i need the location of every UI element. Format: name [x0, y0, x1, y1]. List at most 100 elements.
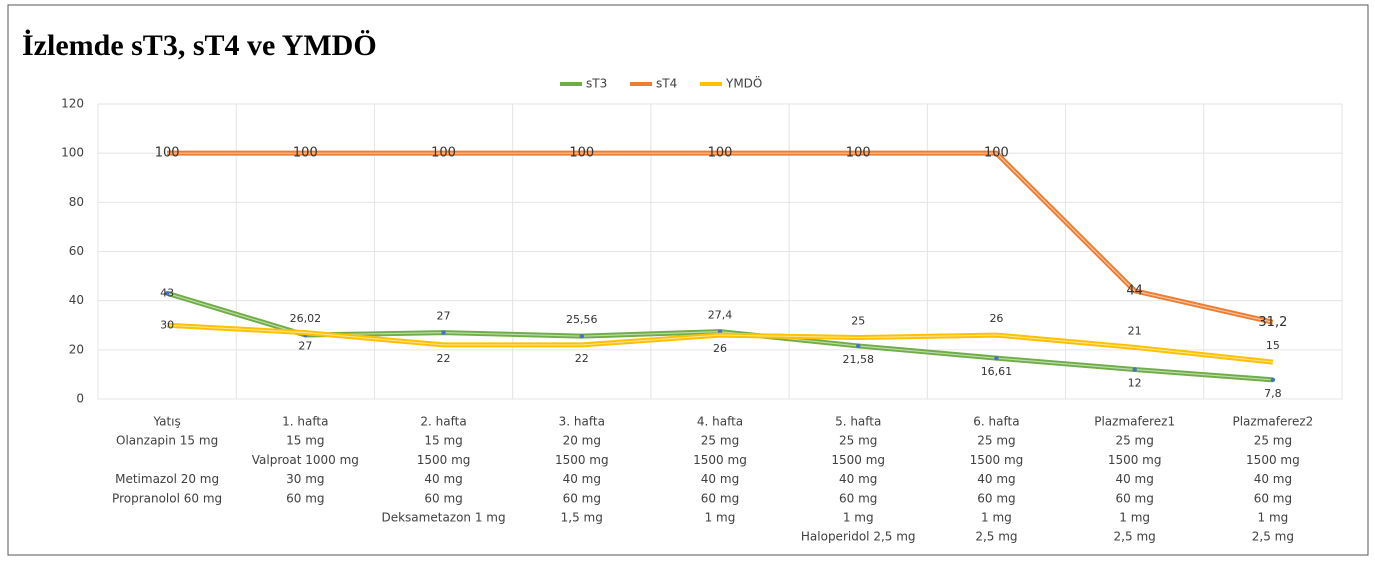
x-tick-label: 1500 mg	[1108, 453, 1162, 467]
x-tick-label: 60 mg	[286, 491, 324, 505]
data-label: 100	[155, 146, 180, 161]
data-label: 21,58	[842, 353, 874, 366]
x-tick-label: 60 mg	[1115, 491, 1153, 505]
x-tick-label: 1,5 mg	[561, 511, 603, 525]
x-tick-label: 2,5 mg	[1114, 530, 1156, 544]
data-label: 31,2	[1258, 315, 1287, 330]
x-tick-label: Propranolol 60 mg	[112, 491, 222, 505]
x-tick-label: 4. hafta	[697, 415, 743, 429]
x-tick-label: 60 mg	[424, 491, 462, 505]
x-tick-label: 60 mg	[977, 491, 1015, 505]
x-tick-label: 40 mg	[1115, 472, 1153, 486]
x-tick-label: 1 mg	[981, 511, 1012, 525]
data-label: 27	[437, 310, 451, 323]
x-tick-label: 1 mg	[1258, 511, 1289, 525]
x-tick-label: 40 mg	[839, 472, 877, 486]
y-tick-label: 60	[69, 244, 84, 258]
data-label: 44	[1126, 283, 1143, 298]
marker	[579, 333, 584, 339]
legend-label: YMDÖ	[725, 75, 762, 91]
x-tick-label: 60 mg	[839, 491, 877, 505]
data-label: 26	[989, 312, 1003, 325]
y-tick-label: 100	[61, 146, 84, 160]
data-label: 100	[708, 146, 733, 161]
marker	[441, 330, 446, 335]
x-tick-label: 2,5 mg	[975, 530, 1017, 544]
data-label: 25	[851, 315, 865, 328]
data-label: 22	[575, 352, 589, 365]
x-tick-label: 25 mg	[839, 434, 877, 448]
x-tick-label: 1500 mg	[555, 453, 609, 467]
data-label: 27,4	[708, 309, 733, 322]
x-tick-label: 6. hafta	[973, 415, 1019, 429]
x-tick-label: 40 mg	[1254, 472, 1292, 486]
data-label: 100	[431, 146, 456, 161]
x-tick-label: 1500 mg	[693, 453, 747, 467]
x-tick-label: 1500 mg	[970, 453, 1024, 467]
x-tick-label: 1 mg	[843, 511, 874, 525]
data-label: 100	[984, 146, 1009, 161]
data-label: 27	[298, 340, 312, 353]
x-tick-label: 40 mg	[563, 472, 601, 486]
legend-label: sT3	[586, 77, 607, 91]
frame	[7, 4, 1369, 556]
marker	[1270, 377, 1276, 383]
data-label: 100	[569, 146, 594, 161]
y-tick-label: 80	[69, 195, 84, 209]
x-tick-label: 60 mg	[1254, 491, 1292, 505]
series-line-inner	[167, 152, 1274, 323]
x-tick-label: 40 mg	[701, 472, 739, 486]
x-tick-label: 1500 mg	[1246, 453, 1300, 467]
marker	[164, 291, 170, 296]
x-tick-label: Plazmaferez1	[1094, 415, 1175, 429]
data-label: 22	[437, 352, 451, 365]
data-label: 7,8	[1264, 387, 1282, 400]
marker	[856, 343, 861, 349]
x-tick-label: 1500 mg	[831, 453, 885, 467]
x-tick-label: 25 mg	[701, 434, 739, 448]
x-tick-label: 25 mg	[1115, 434, 1153, 448]
legend-label: sT4	[656, 77, 677, 91]
x-tick-label: 20 mg	[563, 434, 601, 448]
x-tick-label: 1 mg	[705, 511, 736, 525]
data-label: 100	[293, 146, 318, 161]
data-label: 26	[713, 342, 727, 355]
x-tick-label: Plazmaferez2	[1232, 415, 1313, 429]
x-tick-label: Haloperidol 2,5 mg	[801, 530, 916, 544]
x-tick-label: 1. hafta	[282, 415, 328, 429]
x-tick-label: Deksametazon 1 mg	[381, 511, 505, 525]
data-label: 25,56	[566, 313, 598, 326]
x-tick-label: 40 mg	[977, 472, 1015, 486]
marker	[1132, 367, 1137, 372]
x-tick-label: 15 mg	[286, 434, 324, 448]
x-tick-label: Olanzapin 15 mg	[116, 434, 218, 448]
y-tick-label: 120	[61, 97, 84, 111]
y-tick-label: 40	[69, 293, 84, 307]
x-tick-label: 60 mg	[563, 491, 601, 505]
x-tick-label: 3. hafta	[559, 415, 605, 429]
x-tick-label: Metimazol 20 mg	[115, 472, 219, 486]
x-tick-label: 60 mg	[701, 491, 739, 505]
x-tick-label: 1 mg	[1119, 511, 1150, 525]
x-tick-label: 15 mg	[424, 434, 462, 448]
y-tick-label: 20	[69, 342, 84, 356]
data-label: 16,61	[981, 365, 1013, 378]
y-tick-label: 0	[76, 392, 84, 406]
x-tick-label: 25 mg	[1254, 434, 1292, 448]
x-tick-label: 25 mg	[977, 434, 1015, 448]
x-tick-label: 1500 mg	[417, 453, 471, 467]
x-tick-label: 40 mg	[424, 472, 462, 486]
series-line-inner	[167, 324, 1273, 363]
data-label: 21	[1128, 324, 1142, 337]
marker	[994, 355, 999, 361]
x-tick-label: 30 mg	[286, 472, 324, 486]
chart-title: İzlemde sT3, sT4 ve YMDÖ	[22, 29, 377, 62]
data-label: 26,02	[290, 312, 322, 325]
data-label: 15	[1266, 339, 1280, 352]
x-tick-label: 2. hafta	[420, 415, 466, 429]
x-tick-label: 2,5 mg	[1252, 530, 1294, 544]
data-label: 100	[846, 146, 871, 161]
data-label: 43	[160, 286, 174, 299]
x-tick-label: Valproat 1000 mg	[252, 453, 359, 467]
